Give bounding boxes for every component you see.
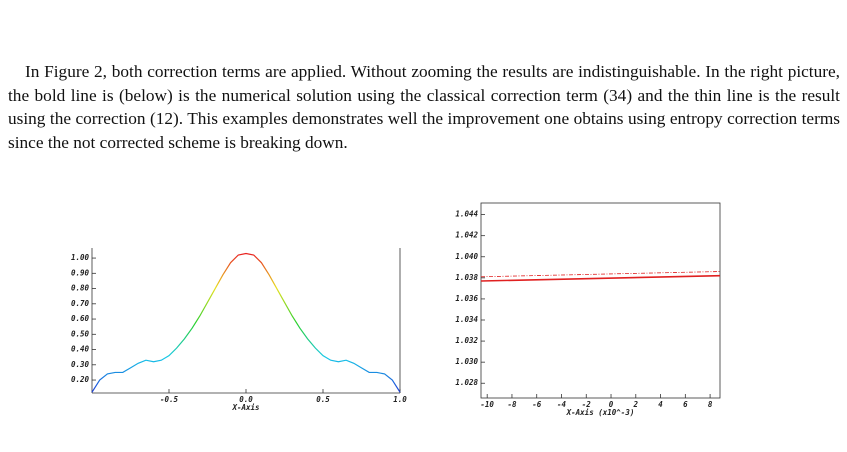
y-tick-label: 0.40 (71, 345, 90, 354)
y-tick-label: 1.040 (455, 252, 478, 261)
y-tick-label: 1.038 (455, 273, 478, 282)
y-tick-label: 1.034 (455, 315, 478, 324)
x-tick-label: -2 (582, 400, 592, 409)
x-tick-label: -10 (480, 400, 494, 409)
plot-frame (480, 202, 721, 399)
y-tick-label: 0.90 (71, 268, 90, 277)
data-line (91, 252, 401, 393)
x-tick-label: -8 (507, 400, 517, 409)
x-tick-label: 0 (609, 400, 614, 409)
x-tick-label: 0.5 (316, 395, 330, 404)
x-tick-label: -6 (532, 400, 542, 409)
y-tick-label: 0.60 (71, 314, 90, 323)
y-tick-label: 1.036 (455, 294, 478, 303)
x-axis-label: X-Axis (231, 403, 259, 412)
data-line (480, 274, 721, 282)
y-tick-label: 0.70 (71, 299, 90, 308)
paragraph: In Figure 2, both correction terms are a… (8, 62, 840, 152)
y-tick-label: 1.030 (455, 357, 478, 366)
x-tick-label: -0.5 (160, 395, 179, 404)
y-tick-label: 0.80 (71, 284, 90, 293)
y-tick-label: 1.042 (455, 231, 478, 240)
x-tick-label: 1.0 (393, 395, 407, 404)
x-tick-label: 2 (633, 400, 639, 409)
x-tick-label: 4 (658, 400, 663, 409)
y-tick-label: 0.50 (71, 329, 90, 338)
y-tick-label: 1.028 (455, 378, 478, 387)
y-tick-label: 0.30 (71, 360, 90, 369)
x-tick-label: 0.0 (239, 395, 253, 404)
x-tick-label: -4 (557, 400, 567, 409)
y-tick-label: 1.032 (455, 336, 478, 345)
y-tick-label: 1.00 (71, 253, 90, 262)
y-tick-label: 0.20 (71, 375, 90, 384)
x-tick-label: 6 (683, 400, 688, 409)
x-axis-label: X-Axis (x10^-3) (566, 408, 635, 417)
y-tick-label: 1.044 (455, 210, 478, 219)
x-tick-label: 8 (708, 400, 713, 409)
